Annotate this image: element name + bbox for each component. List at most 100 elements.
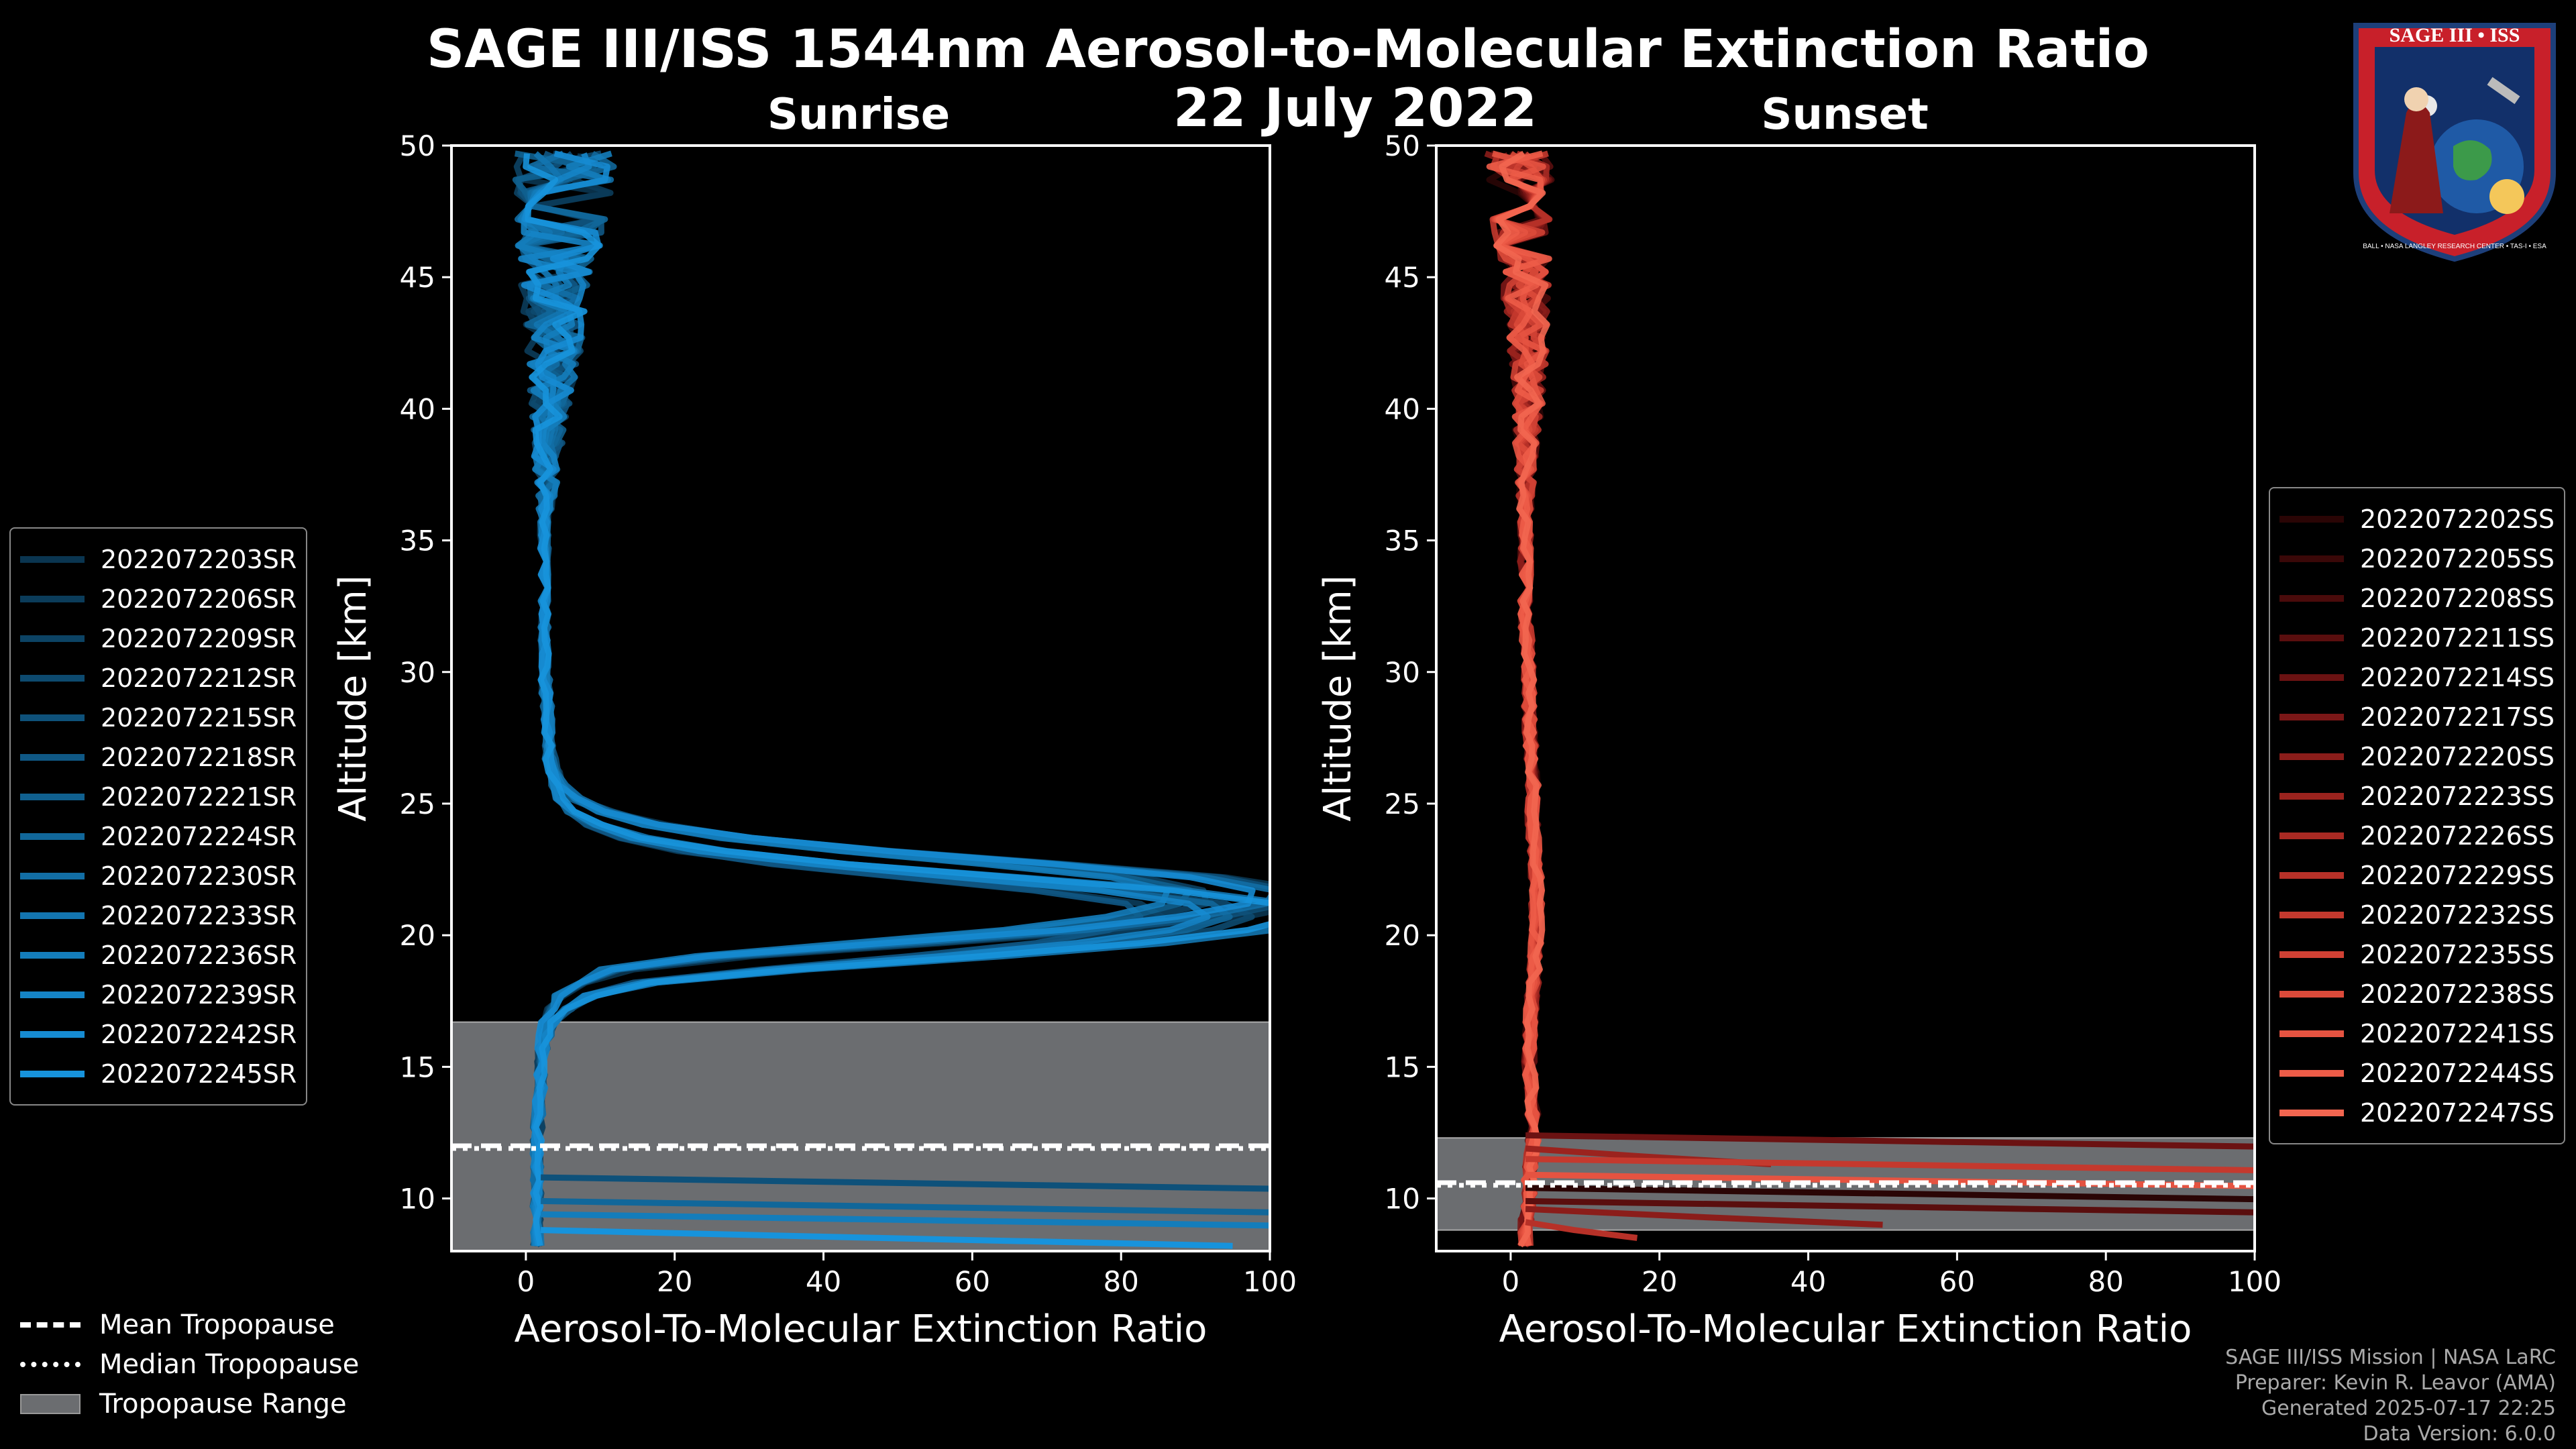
y-tick-label: 15: [400, 1051, 435, 1083]
legend-swatch: [2279, 1069, 2344, 1077]
median-tropopause-label: Median Tropopause: [99, 1348, 360, 1380]
cloud-spike-2022072215SR: [541, 1174, 1270, 1192]
legend-entry: 2022072244SS: [2279, 1053, 2555, 1093]
legend-entry: 2022072203SR: [20, 539, 297, 579]
legend-label: 2022072224SR: [101, 821, 297, 851]
legend-entry: 2022072226SS: [2279, 816, 2555, 855]
cloud-spike-2022072236SR: [541, 1211, 1270, 1229]
x-tick-label: 100: [2228, 1265, 2282, 1298]
y-tick-label: 40: [400, 392, 435, 425]
x-tick-label: 20: [657, 1265, 692, 1298]
y-tick-label: 20: [1385, 919, 1420, 952]
legend-entry: 2022072245SR: [20, 1054, 297, 1093]
legend-swatch: [20, 595, 85, 602]
legend-label: 2022072217SS: [2360, 702, 2555, 732]
legend-label: 2022072214SS: [2360, 662, 2555, 692]
mean-tropopause-label: Mean Tropopause: [99, 1309, 335, 1340]
legend-label: 2022072241SS: [2360, 1018, 2555, 1049]
legend-label: 2022072220SS: [2360, 741, 2555, 771]
patch-figure: [2390, 103, 2443, 213]
x-axis-label: Aerosol-To-Molecular Extinction Ratio: [1499, 1307, 2192, 1351]
legend-label: 2022072226SS: [2360, 820, 2555, 851]
legend-swatch: [2279, 515, 2344, 523]
legend-entry: 2022072220SS: [2279, 737, 2555, 776]
legend-entry: 2022072233SR: [20, 896, 297, 935]
legend-entry: 2022072232SS: [2279, 895, 2555, 934]
legend-swatch: [20, 1030, 85, 1038]
legend-swatch: [20, 674, 85, 682]
y-tick-label: 40: [1385, 392, 1420, 425]
legend-entry: 2022072209SR: [20, 619, 297, 658]
legend-entry: 2022072211SS: [2279, 618, 2555, 657]
legend-entry: 2022072202SS: [2279, 499, 2555, 539]
legend-swatch: [20, 951, 85, 959]
profile-lines: [512, 150, 1270, 1249]
sunrise-panel: 0 20 40 60 80 100 10 15 20 25 30 35 40 45 50 Aerosol-To…: [331, 129, 1297, 1351]
legend-label: 2022072209SR: [101, 623, 297, 653]
legend-swatch: [2279, 792, 2344, 800]
cloud-spike-2022072202SS: [1525, 1185, 2255, 1203]
plot-area: [1436, 146, 2255, 1251]
y-tick-label: 45: [400, 261, 435, 294]
legend-entry: 2022072215SR: [20, 698, 297, 737]
y-tick-label: 15: [1385, 1051, 1420, 1083]
cloud-spike-2022072245SR: [540, 1227, 1233, 1249]
cloud-spike-2022072211SS: [1525, 1197, 2255, 1216]
y-tick-label: 10: [400, 1183, 435, 1216]
figure-title: SAGE III/ISS 1544nm Aerosol-to-Molecular…: [427, 19, 2149, 80]
patch-sun: [2489, 179, 2524, 214]
cloud-spike-2022072220SS: [1525, 1205, 1883, 1228]
legend-swatch: [2279, 594, 2344, 602]
legend-swatch: [2279, 990, 2344, 998]
y-tick-label: 45: [1385, 261, 1420, 294]
legend-swatch: [2279, 1109, 2344, 1116]
legend-entry: 2022072239SR: [20, 975, 297, 1014]
legend-entry: 2022072247SS: [2279, 1093, 2555, 1132]
legend-swatch: [2279, 555, 2344, 562]
legend-label: 2022072212SR: [101, 663, 297, 693]
x-tick-label: 20: [1642, 1265, 1677, 1298]
y-axis-label: Altitude [km]: [331, 575, 375, 821]
x-tick-label: 80: [1103, 1265, 1138, 1298]
legend-entry: 2022072236SR: [20, 935, 297, 975]
legend-label: 2022072235SS: [2360, 939, 2555, 969]
x-tick-label: 60: [955, 1265, 990, 1298]
legend-entry: 2022072212SR: [20, 658, 297, 698]
legend-swatch: [20, 753, 85, 761]
sunset-panel-title: Sunset: [1761, 90, 1929, 140]
legend-swatch: [20, 833, 85, 840]
y-tick-label: 35: [1385, 525, 1420, 557]
legend-label: 2022072239SR: [101, 979, 297, 1010]
legend-label: 2022072233SR: [101, 900, 297, 930]
legend-swatch: [2279, 713, 2344, 720]
legend-entry: 2022072208SS: [2279, 578, 2555, 618]
legend-entry: 2022072238SS: [2279, 974, 2555, 1014]
y-tick-label: 30: [400, 656, 435, 689]
patch-title: SAGE III • ISS: [2390, 24, 2520, 46]
legend-swatch: [20, 912, 85, 919]
profile-lines: [1484, 150, 2255, 1248]
median-line-swatch: [20, 1361, 80, 1367]
credits: SAGE III/ISS Mission | NASA LaRC Prepare…: [2225, 1345, 2556, 1447]
x-tick-label: 40: [1790, 1265, 1826, 1298]
legend-swatch: [2279, 911, 2344, 918]
legend-entry: 2022072218SR: [20, 737, 297, 777]
legend-entry: 2022072223SS: [2279, 776, 2555, 816]
tropopause-range-entry: Tropopause Range: [20, 1384, 359, 1424]
legend-swatch: [2279, 674, 2344, 681]
legend-label: 2022072238SS: [2360, 979, 2555, 1009]
mean-line-swatch: [20, 1322, 80, 1328]
range-swatch: [20, 1393, 80, 1414]
patch-station: [2487, 76, 2520, 105]
legend-swatch: [2279, 951, 2344, 958]
mean-tropopause-entry: Mean Tropopause: [20, 1305, 359, 1344]
legend-label: 2022072205SS: [2360, 543, 2555, 574]
cloud-spike-2022072229SS: [1525, 1219, 1638, 1241]
tropopause-range-label: Tropopause Range: [99, 1388, 347, 1419]
x-tick-label: 60: [1939, 1265, 1975, 1298]
legend-label: 2022072215SR: [101, 702, 297, 733]
patch-continent: [2453, 140, 2492, 180]
x-tick-label: 0: [1502, 1265, 1520, 1298]
legend-entry: 2022072229SS: [2279, 855, 2555, 895]
